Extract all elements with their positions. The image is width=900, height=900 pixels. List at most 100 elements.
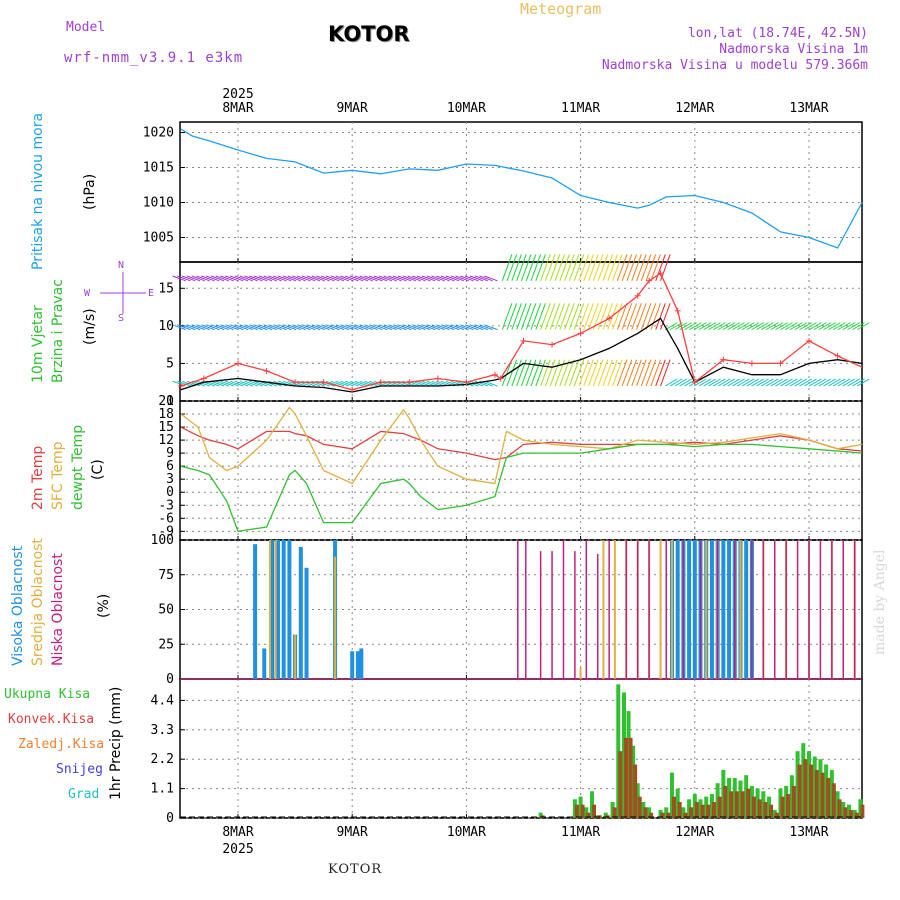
wind-arrow — [775, 322, 789, 331]
wind-arrow — [325, 275, 340, 282]
wind-arrow — [205, 324, 220, 331]
wind-arrow — [746, 378, 760, 387]
wind-arrow — [856, 378, 870, 387]
wind-arrow — [761, 378, 774, 387]
wind-arrow — [549, 254, 561, 281]
wind-arrow — [818, 378, 832, 387]
wind-arrow — [751, 322, 765, 331]
wind-arrow — [191, 324, 206, 331]
top-day-tick-10MAR: 10MAR — [447, 101, 486, 116]
gust-marker — [806, 337, 812, 344]
wind-arrow — [249, 324, 263, 331]
wind-arrow — [359, 324, 373, 331]
wind-arrow — [253, 275, 268, 282]
gust-marker — [674, 307, 681, 314]
cloud-bar-visoka — [304, 567, 309, 679]
cloud-bar-niska — [596, 553, 599, 679]
wind-arrow — [713, 322, 726, 331]
wind-arrow — [525, 359, 537, 387]
wind-arrow — [828, 322, 841, 331]
precip-bar-konvek — [717, 796, 722, 818]
series-line-brzina — [180, 317, 863, 393]
legend-grad: Grad — [68, 787, 100, 802]
cloud-bar-visoka — [270, 540, 275, 679]
precip-bar-konvek — [797, 764, 802, 818]
precip-bar-konvek — [791, 785, 796, 818]
wind-arrow — [292, 275, 306, 282]
wind-arrow — [393, 324, 407, 331]
top-day-tick-13MAR: 13MAR — [789, 101, 828, 116]
wind-arrow — [258, 275, 273, 282]
precip-bar-konvek — [586, 812, 591, 818]
wind-arrow — [640, 303, 652, 330]
wind-arrow — [474, 380, 489, 387]
wind-arrow — [373, 275, 388, 282]
wind-arrow — [559, 254, 570, 281]
wind-arrow — [636, 303, 647, 330]
wind-arrow — [349, 275, 364, 282]
series-line-sfc-temp — [180, 406, 863, 485]
cloud-bar-niska — [785, 540, 787, 679]
wind-arrow — [559, 359, 570, 387]
wind-arrow — [196, 324, 210, 331]
wind-arrow — [592, 359, 604, 387]
wind-arrow — [282, 275, 297, 282]
cloud-bar-niska — [773, 540, 776, 679]
precip-bar-konvek — [837, 799, 842, 818]
cloud-bar-visoka — [744, 540, 749, 679]
wind-arrow — [530, 303, 542, 330]
wind-arrow — [751, 378, 765, 387]
wind-arrow — [813, 378, 827, 387]
precip-bar-konvek — [831, 783, 836, 818]
wind-arrow — [554, 254, 566, 281]
wind-arrow — [544, 303, 556, 330]
precip-bar-konvek — [637, 796, 642, 818]
wind-arrow — [450, 324, 465, 331]
wind-arrow — [568, 254, 580, 281]
wind-arrow — [172, 275, 186, 282]
precip-bar-konvek — [723, 785, 728, 818]
wind-arrow — [540, 254, 551, 281]
wind-arrow — [808, 322, 822, 331]
wind-arrow — [588, 254, 599, 281]
compass-west: W — [84, 288, 91, 299]
wind-arrow — [631, 254, 642, 281]
wind-arrow — [273, 324, 287, 331]
wind-arrow — [540, 303, 551, 330]
cloud-bar-visoka — [253, 544, 258, 679]
wind-arrow — [708, 378, 721, 387]
precip-bar-konvek — [689, 807, 694, 818]
wind-arrow — [210, 324, 225, 331]
wind-arrow — [369, 275, 383, 282]
wind-arrow — [780, 322, 793, 331]
wind-arrow — [268, 275, 282, 282]
cloud-bar-srednja — [670, 540, 673, 679]
wind-arrow — [804, 322, 817, 331]
compass-south: S — [118, 313, 125, 324]
y-tick-label-p1: 10 — [158, 319, 174, 334]
wind-arrow — [573, 359, 585, 387]
wind-arrow — [516, 303, 527, 330]
wind-arrow — [789, 322, 803, 331]
wind-arrow — [464, 275, 479, 282]
cloud-bar-niska — [699, 540, 702, 679]
wind-arrow — [335, 324, 349, 331]
series-line-dewpt-temp — [180, 443, 863, 533]
precip-bar-konvek — [580, 804, 585, 818]
precip-bar-konvek — [633, 764, 638, 818]
wind-arrow — [616, 359, 628, 387]
wind-arrow — [761, 322, 774, 331]
wind-arrow — [693, 378, 707, 387]
wind-arrow — [511, 254, 522, 281]
meteogram-label: Meteogram — [520, 0, 602, 18]
wind-arrow — [253, 380, 268, 387]
cloud-bar-srednja — [659, 540, 662, 679]
wind-arrow — [607, 254, 618, 281]
cloud-bar-visoka — [298, 546, 303, 679]
wind-arrow — [239, 324, 254, 331]
wind-arrow — [436, 324, 450, 331]
precip-bar-konvek — [623, 737, 628, 818]
wind-arrow — [520, 303, 532, 330]
wind-arrow — [530, 359, 542, 387]
